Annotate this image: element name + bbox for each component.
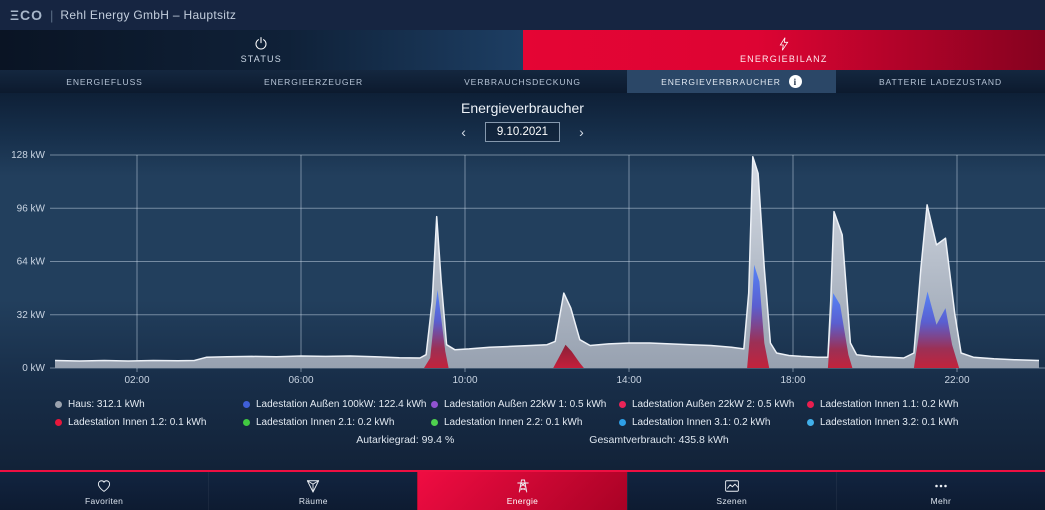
nav-label: Favoriten [85, 495, 124, 506]
subtab-label: BATTERIE LADEZUSTAND [878, 76, 1002, 87]
y-axis-label: 32 kW [17, 310, 46, 321]
legend-item[interactable]: Ladestation Innen 1.1: 0.2 kWh [807, 397, 995, 412]
legend-item[interactable]: Ladestation Innen 1.2: 0.1 kWh [55, 415, 243, 430]
nav-raeume[interactable]: Räume [208, 472, 417, 510]
subtab-verbrauchsdeckung[interactable]: VERBRAUCHSDECKUNG [418, 70, 627, 93]
tab-energiebilanz[interactable]: ENERGIEBILANZ [522, 30, 1045, 70]
main-tabs: STATUS ENERGIEBILANZ [0, 30, 1045, 70]
y-axis-label: 96 kW [17, 203, 46, 214]
date-navigator: ‹ 9.10.2021 › [0, 122, 1045, 142]
chart-area-blue [827, 293, 853, 368]
pylon-icon [516, 479, 529, 492]
x-axis-label: 14:00 [616, 375, 641, 385]
legend-dot [431, 419, 438, 426]
legend-dot [55, 419, 62, 426]
x-axis-label: 22:00 [944, 375, 969, 385]
legend-label: Ladestation Außen 100kW: 122.4 kWh [256, 399, 427, 410]
x-axis-label: 18:00 [780, 375, 805, 385]
info-icon[interactable]: i [788, 75, 802, 88]
nav-mehr[interactable]: Mehr [835, 472, 1045, 510]
content-panel: Energieverbraucher ‹ 9.10.2021 › 0 kW 32 … [0, 93, 1045, 470]
next-day-button[interactable]: › [575, 125, 588, 139]
bolt-icon [779, 37, 789, 51]
legend-dot [807, 419, 814, 426]
more-icon [935, 484, 947, 487]
x-axis-label: 02:00 [124, 375, 149, 385]
page-title: Energieverbraucher [461, 100, 584, 116]
gesamtverbrauch-value: Gesamtverbrauch: 435.8 kWh [589, 434, 729, 446]
legend-label: Ladestation Außen 22kW 2: 0.5 kWh [632, 399, 795, 410]
legend-dot [243, 401, 250, 408]
subtab-energieerzeuger[interactable]: ENERGIEERZEUGER [209, 70, 418, 93]
chart-area-blue [747, 264, 770, 368]
legend-item[interactable]: Ladestation Außen 22kW 1: 0.5 kWh [431, 397, 619, 412]
y-axis-label: 128 kW [11, 150, 45, 161]
chart-area-gray [55, 156, 1039, 368]
legend-item[interactable]: Ladestation Innen 2.1: 0.2 kWh [243, 415, 431, 430]
legend-label: Ladestation Innen 3.2: 0.1 kWh [820, 417, 959, 428]
nav-szenen[interactable]: Szenen [626, 472, 836, 510]
nav-energie[interactable]: Energie [417, 472, 627, 510]
scenes-icon [724, 479, 739, 492]
legend-label: Ladestation Innen 3.1: 0.2 kWh [632, 417, 771, 428]
legend-item[interactable]: Ladestation Außen 100kW: 122.4 kWh [243, 397, 431, 412]
logo-separator: | [50, 7, 54, 23]
legend-label: Ladestation Innen 1.1: 0.2 kWh [820, 399, 959, 410]
legend-item[interactable]: Ladestation Innen 2.2: 0.1 kWh [431, 415, 619, 430]
legend-dot [619, 401, 626, 408]
subtab-energieverbraucher[interactable]: ENERGIEVERBRAUCHER i [627, 70, 836, 93]
y-axis-label: 0 kW [22, 363, 45, 374]
tab-status[interactable]: STATUS [0, 30, 523, 70]
legend-dot [807, 401, 814, 408]
legend-dot [243, 419, 250, 426]
site-title: Rehl Energy GmbH – Hauptsitz [60, 8, 237, 22]
subtab-energiefluss[interactable]: ENERGIEFLUSS [0, 70, 209, 93]
chart-area-edge [54, 155, 1040, 362]
x-axis-label: 10:00 [452, 375, 477, 385]
energy-consumption-chart: 0 kW 32 kW 64 kW 96 kW 128 kW 02:00 06:00 10:00… [11, 150, 1045, 385]
nav-label: Energie [506, 495, 539, 506]
subtab-batterie-ladezustand[interactable]: BATTERIE LADEZUSTAND [836, 70, 1045, 93]
chart-area-red [553, 344, 584, 368]
legend-item[interactable]: Haus: 312.1 kWh [55, 397, 243, 412]
subtab-label: ENERGIEFLUSS [66, 76, 143, 87]
sub-tabs: ENERGIEFLUSS ENERGIEERZEUGER VERBRAUCHSD… [0, 70, 1045, 93]
nav-label: Szenen [716, 495, 748, 506]
tab-status-label: STATUS [240, 54, 282, 64]
tab-energiebilanz-label: ENERGIEBILANZ [739, 54, 828, 64]
subtab-label: ENERGIEVERBRAUCHER [661, 76, 781, 87]
autarkiegrad-value: Autarkiegrad: 99.4 % [356, 434, 455, 446]
legend-label: Ladestation Innen 2.2: 0.1 kWh [444, 417, 583, 428]
chart-area-blue [424, 289, 449, 368]
nav-favoriten[interactable]: Favoriten [0, 472, 208, 510]
legend-item[interactable]: Ladestation Außen 22kW 2: 0.5 kWh [619, 397, 807, 412]
legend-label: Haus: 312.1 kWh [68, 399, 145, 410]
chart-legend: Haus: 312.1 kWh Ladestation Außen 100kW: … [55, 397, 995, 430]
legend-label: Ladestation Innen 1.2: 0.1 kWh [68, 417, 207, 428]
legend-label: Ladestation Innen 2.1: 0.2 kWh [256, 417, 395, 428]
app-logo: ΞCO [10, 7, 44, 23]
date-display[interactable]: 9.10.2021 [484, 122, 561, 142]
legend-dot [431, 401, 438, 408]
subtab-label: VERBRAUCHSDECKUNG [464, 76, 581, 87]
legend-label: Ladestation Außen 22kW 1: 0.5 kWh [444, 399, 607, 410]
prev-day-button[interactable]: ‹ [457, 125, 470, 139]
chart-area-blue [913, 291, 960, 368]
nav-label: Räume [298, 495, 328, 506]
x-axis-label: 06:00 [288, 375, 313, 385]
rooms-icon [307, 479, 320, 492]
legend-dot [55, 401, 62, 408]
subtab-label: ENERGIEERZEUGER [264, 76, 363, 87]
power-icon [255, 37, 267, 50]
heart-icon [98, 479, 111, 492]
nav-label: Mehr [930, 495, 952, 506]
legend-item[interactable]: Ladestation Innen 3.2: 0.1 kWh [807, 415, 995, 430]
legend-item[interactable]: Ladestation Innen 3.1: 0.2 kWh [619, 415, 807, 430]
bottom-nav: Favoriten Räume Energie Szenen [0, 470, 1045, 510]
app-header: ΞCO | Rehl Energy GmbH – Hauptsitz [0, 0, 1045, 30]
summary-row: Autarkiegrad: 99.4 % Gesamtverbrauch: 43… [0, 434, 1045, 446]
legend-dot [619, 419, 626, 426]
y-axis-label: 64 kW [17, 257, 46, 268]
